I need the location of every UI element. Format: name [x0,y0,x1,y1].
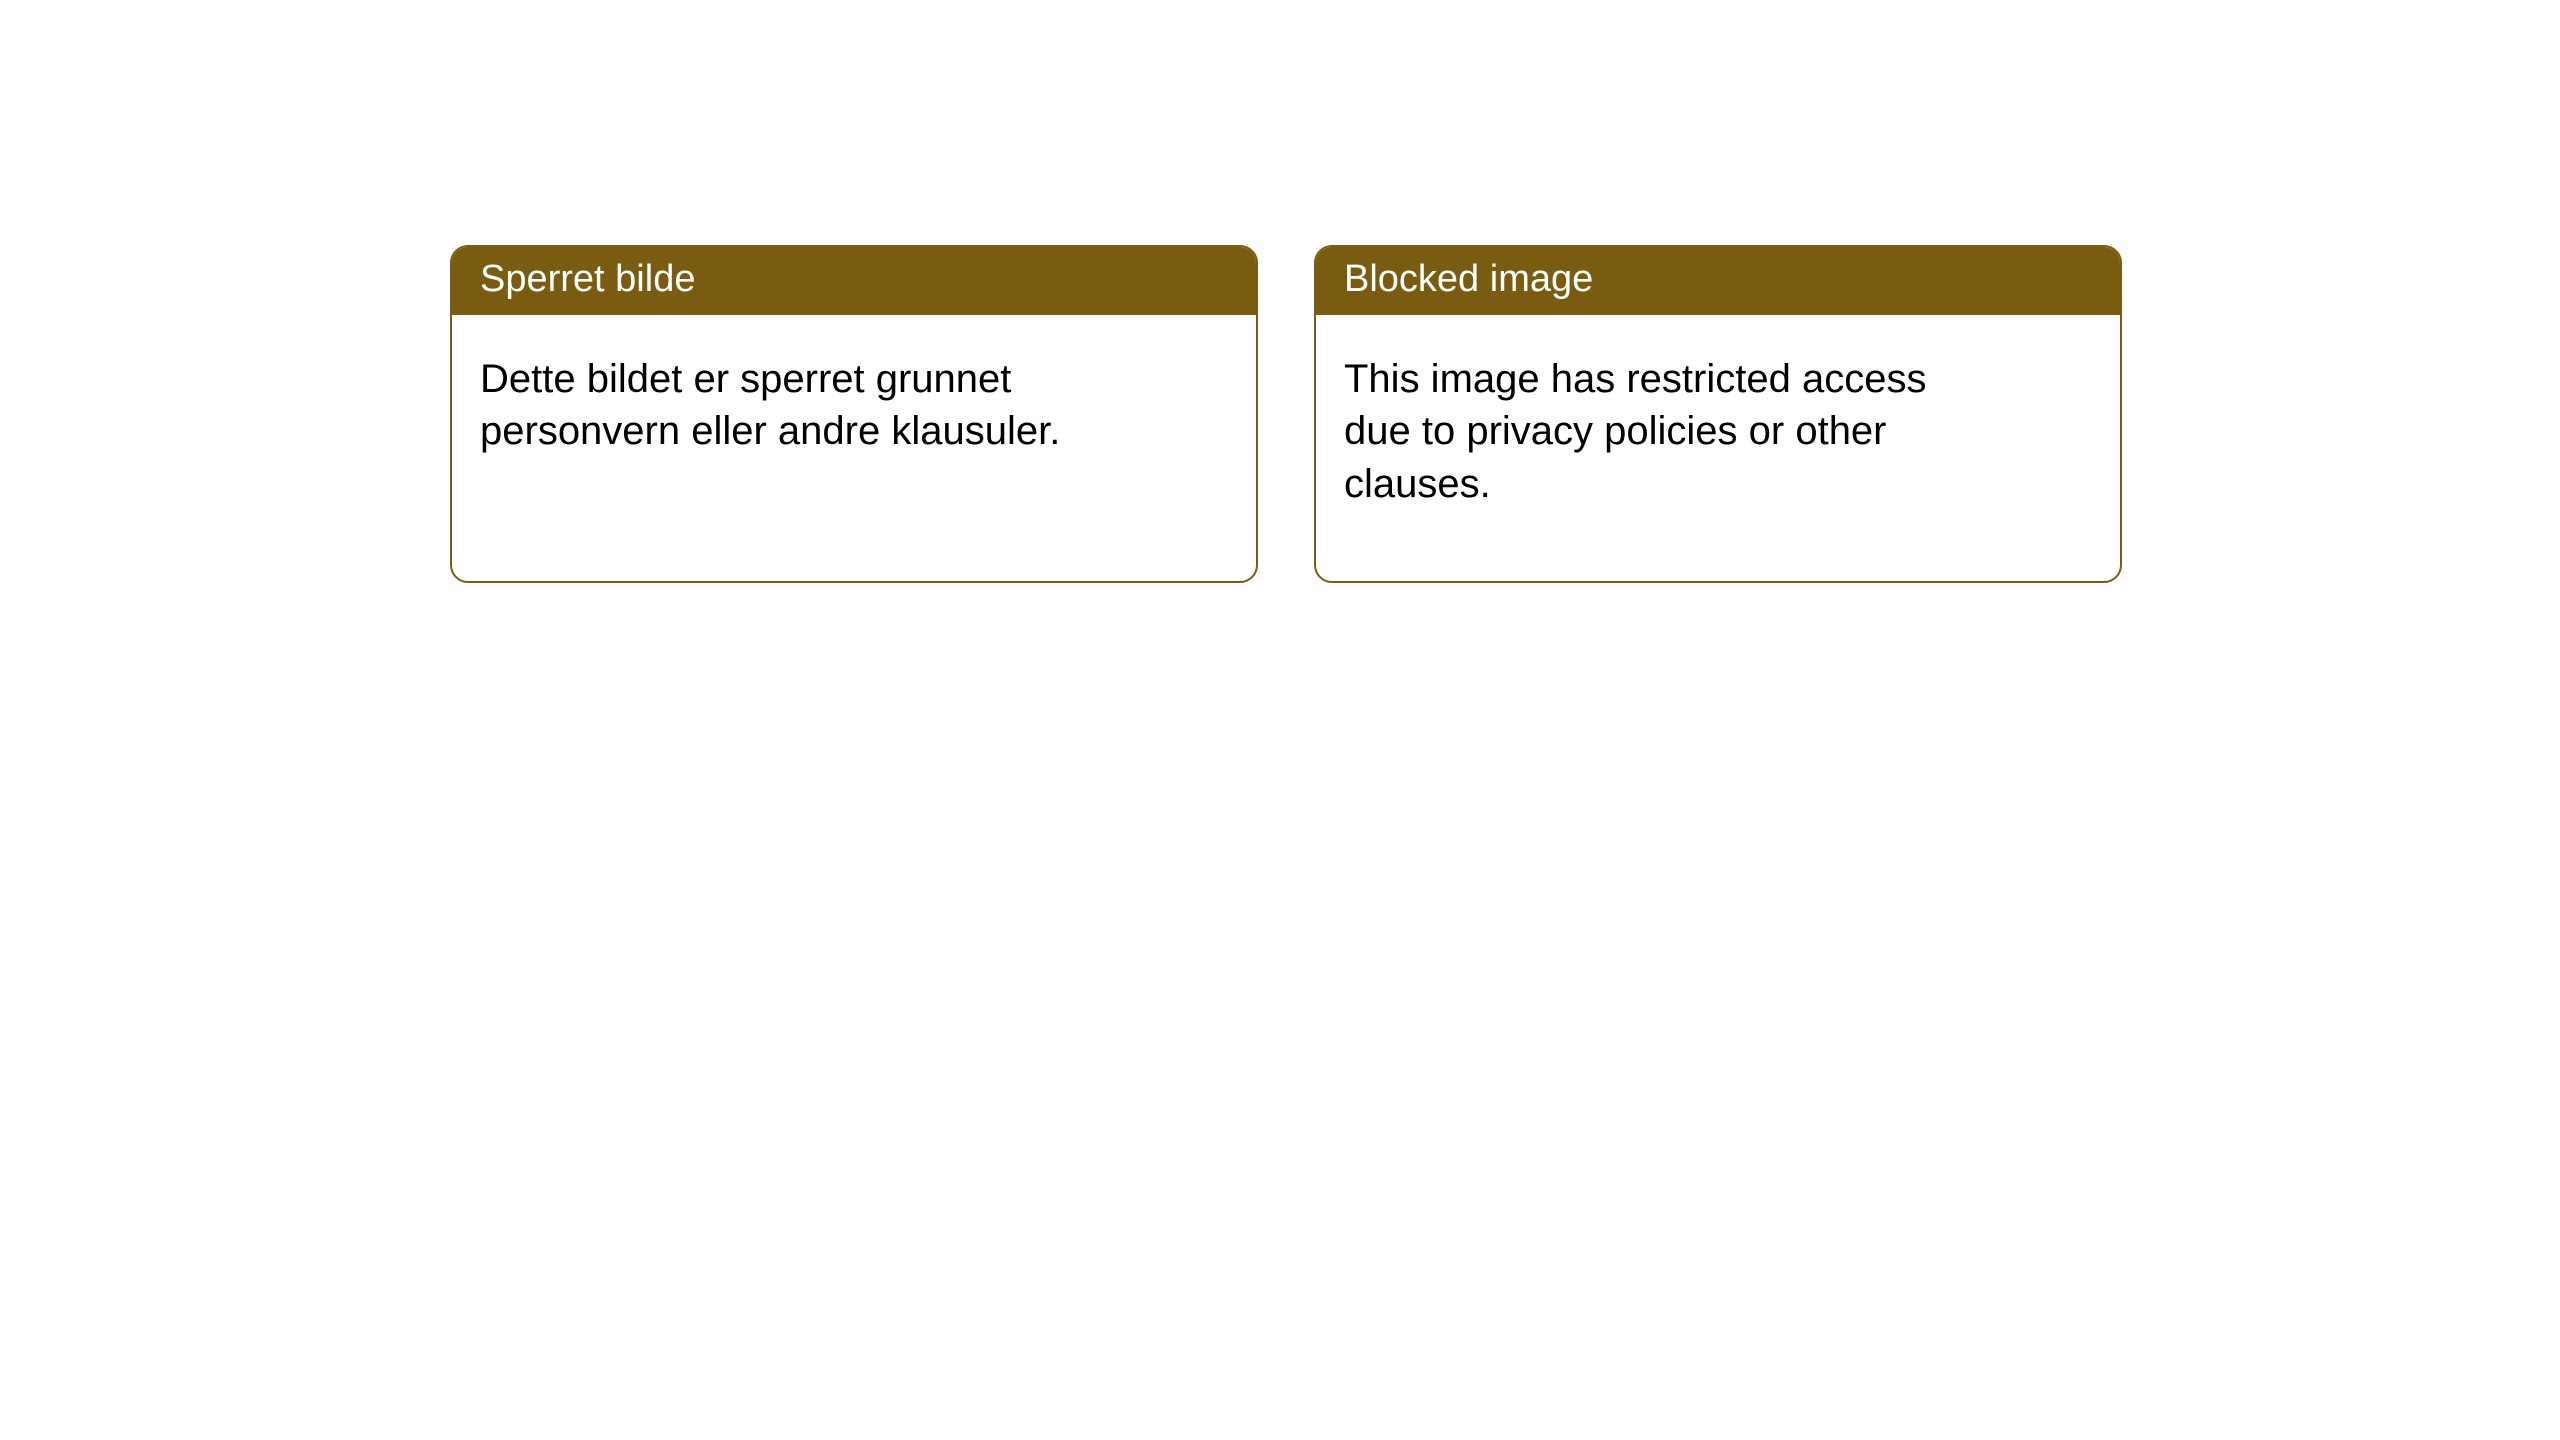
notice-title-english: Blocked image [1316,247,2120,315]
notice-card-norwegian: Sperret bilde Dette bildet er sperret gr… [450,245,1258,583]
notice-title-norwegian: Sperret bilde [452,247,1256,315]
notice-body-english: This image has restricted access due to … [1316,315,1996,549]
notice-container: Sperret bilde Dette bildet er sperret gr… [450,245,2122,583]
notice-body-norwegian: Dette bildet er sperret grunnet personve… [452,315,1132,497]
notice-card-english: Blocked image This image has restricted … [1314,245,2122,583]
